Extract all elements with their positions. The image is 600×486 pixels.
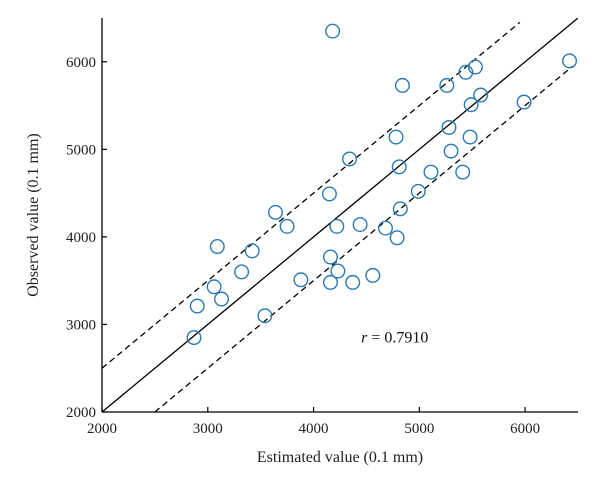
data-point — [345, 274, 361, 290]
axis-labels: Estimated value (0.1 mm) Observed value … — [25, 133, 423, 466]
data-point — [293, 272, 309, 288]
data-point — [244, 243, 260, 259]
x-tick-label: 4000 — [299, 421, 329, 437]
data-points — [186, 23, 578, 346]
data-point — [365, 267, 381, 283]
data-point — [388, 129, 404, 145]
data-point — [321, 186, 337, 202]
x-tick-label: 2000 — [87, 421, 117, 437]
data-point — [394, 77, 410, 93]
data-point — [392, 201, 408, 217]
y-tick-label: 2000 — [66, 405, 96, 421]
y-axis-label: Observed value (0.1 mm) — [25, 133, 42, 297]
data-point — [377, 220, 393, 236]
data-point — [342, 151, 358, 167]
data-point — [410, 183, 426, 199]
y-tick-label: 6000 — [66, 55, 96, 71]
data-point — [189, 298, 205, 314]
data-point — [516, 94, 532, 110]
y-tick-label: 3000 — [66, 317, 96, 333]
x-tick-label: 6000 — [510, 421, 540, 437]
data-point — [391, 159, 407, 175]
data-point — [562, 53, 578, 69]
data-point — [322, 274, 338, 290]
data-point — [458, 64, 474, 80]
data-point — [455, 164, 471, 180]
data-point — [439, 77, 455, 93]
data-point — [279, 218, 295, 234]
data-point — [441, 119, 457, 135]
data-point — [473, 87, 489, 103]
data-point — [214, 291, 230, 307]
data-point — [209, 239, 225, 255]
correlation-value: = 0.7910 — [367, 330, 428, 347]
data-point — [423, 164, 439, 180]
data-point — [389, 230, 405, 246]
data-point — [234, 264, 250, 280]
data-point — [257, 308, 273, 324]
axes: 2000 3000 4000 5000 6000 2000 3000 4000 5000 6000 — [66, 18, 578, 437]
data-point — [352, 217, 368, 233]
reference-lines — [102, 18, 578, 412]
y-tick-label: 5000 — [66, 142, 96, 158]
data-point — [467, 59, 483, 75]
data-point — [462, 129, 478, 145]
y-tick-label: 4000 — [66, 230, 96, 246]
x-tick-label: 5000 — [404, 421, 434, 437]
x-axis-label: Estimated value (0.1 mm) — [257, 449, 423, 466]
correlation-annotation: r = 0.7910 — [361, 330, 428, 347]
data-point — [267, 204, 283, 220]
data-point — [329, 218, 345, 234]
dashed-bound-line — [102, 21, 521, 369]
data-point — [322, 249, 338, 265]
x-tick-label: 3000 — [193, 421, 223, 437]
data-point — [330, 263, 346, 279]
data-point — [206, 279, 222, 295]
dashed-bound-line — [154, 65, 574, 412]
data-point — [463, 97, 479, 113]
data-point — [325, 23, 341, 39]
one-to-one-line — [102, 18, 578, 412]
data-point — [443, 143, 459, 159]
correlation-symbol: r — [361, 330, 368, 347]
data-point — [186, 330, 202, 346]
